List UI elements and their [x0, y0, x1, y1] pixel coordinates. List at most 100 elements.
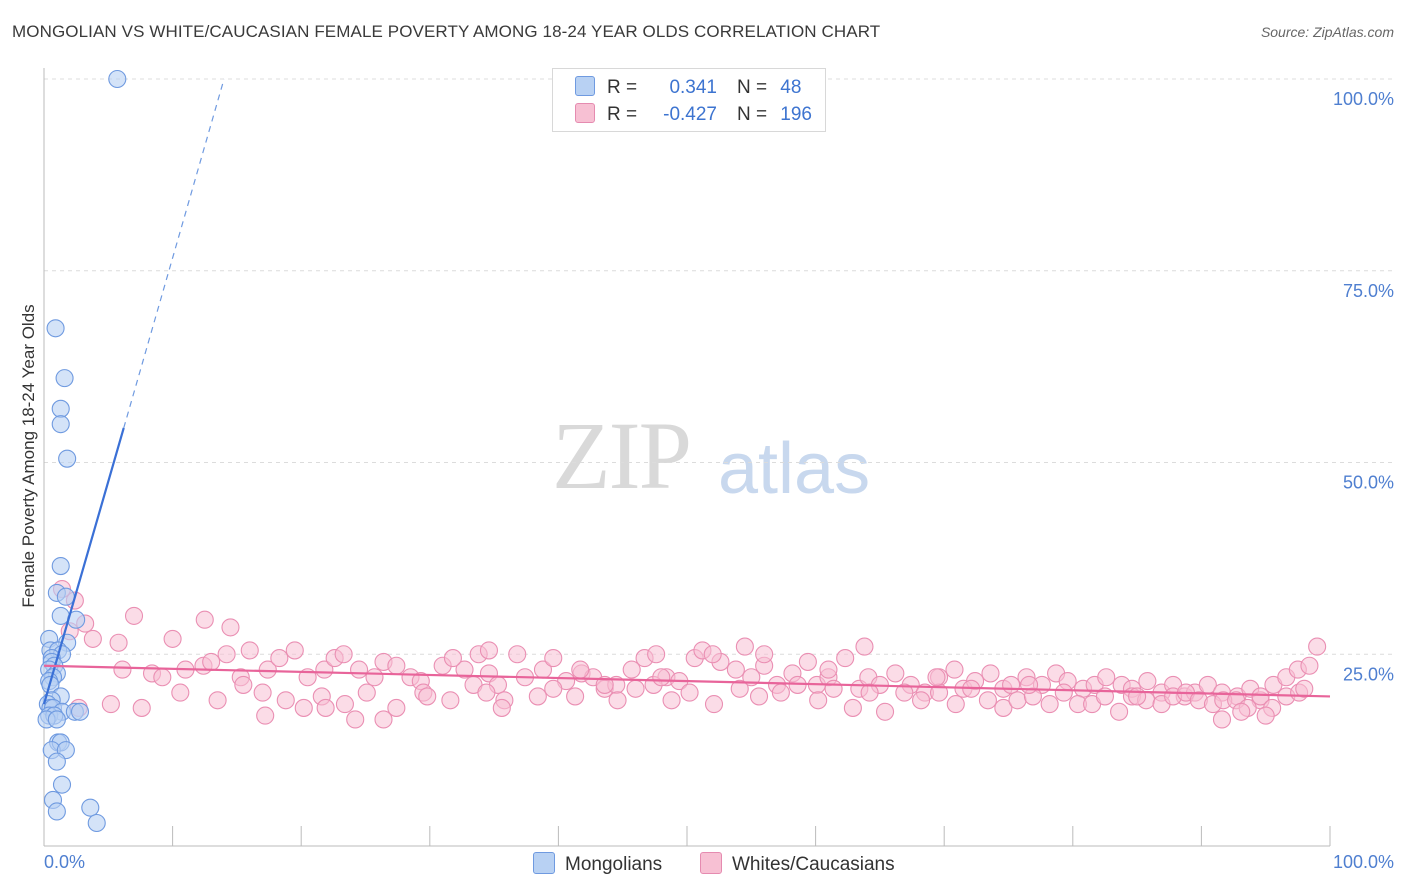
whites-point	[1251, 687, 1270, 706]
whites-point	[195, 610, 214, 629]
bottom-legend-whites: Whites/Caucasians	[700, 852, 895, 876]
whites-point	[895, 683, 914, 702]
mongolians-point	[46, 319, 65, 338]
whites-point	[571, 660, 590, 679]
whites-point	[455, 660, 474, 679]
mongolians-point	[52, 775, 72, 794]
legend-whites-n: 196	[780, 104, 812, 125]
whites-point	[492, 698, 511, 717]
whites-point	[528, 687, 547, 706]
whites-point	[477, 683, 496, 702]
whites-point	[315, 660, 334, 679]
mongolians-swatch	[575, 76, 595, 96]
whites-point	[704, 695, 724, 714]
whites-point	[346, 710, 365, 729]
whites-point	[726, 660, 745, 679]
legend-n-label: N =	[737, 104, 768, 125]
whites-point	[109, 633, 128, 652]
y-tick-label: 75.0%	[1343, 281, 1394, 301]
whites-point	[441, 691, 460, 710]
whites-point	[927, 668, 946, 687]
whites-point	[626, 679, 645, 698]
watermark-atlas: atlas	[718, 429, 871, 509]
legend-mongolians-n: 48	[780, 77, 802, 98]
gridlines	[44, 78, 1394, 655]
whites-point	[479, 641, 499, 660]
whites-point	[240, 641, 259, 660]
bottom-legend-mongolians: Mongolians	[533, 852, 662, 876]
whites-point	[113, 660, 132, 679]
whites-point	[680, 683, 699, 702]
whites-point	[294, 698, 313, 717]
whites-point	[855, 637, 874, 656]
whites-point	[749, 687, 769, 706]
mongolians-trend-line	[42, 427, 125, 705]
whites-point	[912, 691, 931, 710]
whites-point	[875, 702, 895, 721]
whites-point	[1040, 695, 1059, 714]
whites-point	[981, 664, 1000, 683]
mongolians-point	[47, 752, 66, 771]
whites-point	[387, 698, 406, 717]
whites-point	[387, 656, 406, 675]
mongolians-legend-label: Mongolians	[565, 854, 663, 875]
whites-point	[946, 695, 965, 714]
whites-point	[1002, 675, 1021, 694]
whites-point	[132, 698, 151, 717]
whites-point	[508, 645, 527, 664]
whites-point	[1097, 668, 1116, 687]
whites-point	[886, 664, 905, 683]
axes	[43, 68, 1331, 847]
whites-point	[1308, 637, 1327, 656]
y-tick-label: 50.0%	[1343, 473, 1394, 493]
watermark-zip: ZIP	[552, 402, 692, 509]
whites-point	[836, 649, 855, 668]
whites-point	[994, 698, 1013, 717]
whites-point	[622, 660, 641, 679]
chart-title: MONGOLIAN VS WHITE/CAUCASIAN FEMALE POVE…	[12, 22, 881, 41]
whites-point	[270, 649, 289, 668]
mongolians-point	[70, 702, 90, 721]
whites-point	[1212, 710, 1232, 729]
whites-point	[1054, 683, 1073, 702]
mongolians-point	[81, 798, 100, 817]
whites-point	[83, 629, 102, 648]
whites-point	[350, 660, 369, 679]
x-tick-label: 0.0%	[44, 852, 85, 872]
legend-row-mongolians: R = 0.341 N = 48	[575, 76, 801, 100]
y-tick-label: 100.0%	[1333, 89, 1394, 109]
mongolians-point	[47, 710, 66, 729]
mongolians-point	[55, 369, 74, 388]
whites-point	[258, 660, 277, 679]
whites-point	[843, 698, 862, 717]
whites-point	[652, 668, 671, 687]
whites-point	[1008, 691, 1027, 710]
whites-point	[1020, 675, 1039, 694]
whites-point	[276, 691, 295, 710]
trend-lines	[42, 78, 1331, 705]
whites-point	[1138, 672, 1157, 691]
whites-point	[1256, 706, 1275, 725]
whites-point	[1128, 687, 1147, 706]
whites-swatch	[575, 103, 595, 123]
whites-legend-swatch	[700, 852, 722, 874]
whites-point	[316, 698, 335, 717]
whites-point	[256, 706, 275, 725]
whites-point	[153, 668, 172, 687]
mongolians-point	[87, 813, 106, 833]
whites-point	[234, 675, 253, 694]
mongolians-point	[51, 556, 70, 576]
tick-labels: 25.0% 50.0% 75.0% 100.0% 0.0% 100.0%	[44, 89, 1394, 872]
y-axis-label: Female Poverty Among 18-24 Year Olds	[19, 304, 38, 607]
whites-point	[566, 687, 585, 706]
whites-point	[544, 679, 563, 698]
whites-point	[703, 645, 722, 664]
whites-point	[647, 645, 666, 664]
y-tick-label: 25.0%	[1343, 664, 1394, 684]
mongolians-point	[58, 449, 77, 468]
whites-point	[365, 668, 384, 687]
mongolians-trend-extension	[123, 78, 225, 429]
whites-point	[798, 652, 817, 671]
whites-point	[735, 637, 754, 656]
whites-point	[202, 652, 221, 671]
